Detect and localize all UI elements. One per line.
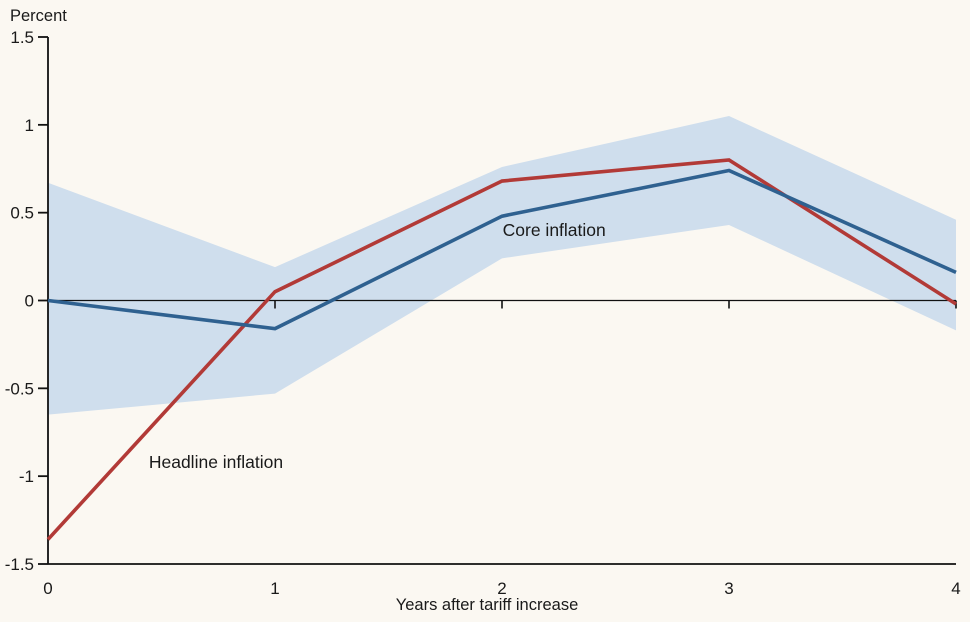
x-axis-title: Years after tariff increase <box>396 596 579 614</box>
series-label-core-inflation: Core inflation <box>503 220 606 240</box>
x-tick-label: 3 <box>724 579 733 598</box>
series-layer <box>46 158 957 541</box>
series-label-headline-inflation: Headline inflation <box>149 452 283 472</box>
confidence-band-layer <box>48 116 956 415</box>
y-tick-label: -1.5 <box>5 555 34 574</box>
confidence-band <box>48 116 956 415</box>
y-axis-title: Percent <box>10 7 67 25</box>
x-tick-label: 2 <box>497 579 506 598</box>
y-tick-label: 0 <box>25 292 34 311</box>
y-tick-label: -0.5 <box>5 379 34 398</box>
y-tick-label: -1 <box>19 467 34 486</box>
y-tick-label: 1 <box>25 116 34 135</box>
x-tick-label: 1 <box>270 579 279 598</box>
labels-layer: Percent Years after tariff increase Head… <box>10 7 606 614</box>
core-inflation-line <box>47 168 957 331</box>
headline-inflation-line <box>46 158 957 541</box>
x-tick-label: 0 <box>43 579 52 598</box>
x-tick-label: 4 <box>951 579 960 598</box>
y-tick-label: 1.5 <box>10 28 34 47</box>
y-tick-label: 0.5 <box>10 204 34 223</box>
